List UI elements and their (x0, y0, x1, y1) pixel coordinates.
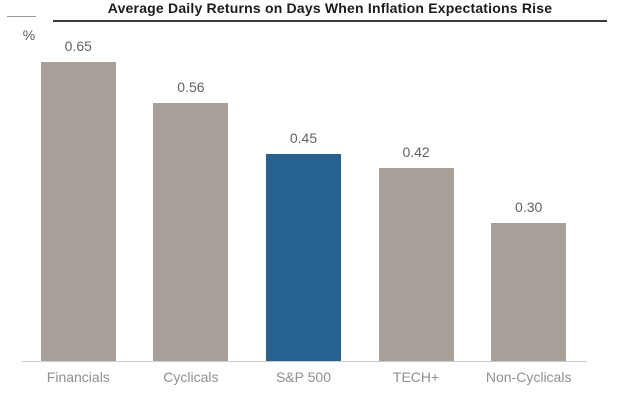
bar-value-label: 0.42 (402, 144, 430, 160)
y-axis-unit-label: % (22, 27, 36, 43)
bar-column-non-cyclicals: 0.30 (491, 199, 567, 361)
bar-column-s-p-500: 0.45 (265, 130, 341, 361)
bar-value-label: 0.65 (64, 38, 92, 54)
bar-column-financials: 0.65 (40, 38, 116, 361)
bar-value-label: 0.45 (289, 130, 318, 146)
x-axis-category-labels: Financials Cyclicals S&P 500 TECH+ Non-Cycli… (22, 369, 585, 385)
x-axis-line (22, 361, 587, 362)
category-label-financials: Financials (46, 369, 110, 385)
category-label-non-cyclicals: Non-Cyclicals (485, 369, 572, 385)
bar-tech (378, 168, 454, 361)
bar-column-tech: 0.42 (378, 144, 454, 361)
bar-value-label: 0.30 (515, 199, 543, 215)
category-label-cyclicals: Cyclicals (163, 369, 219, 385)
category-label-tech: TECH+ (392, 369, 440, 385)
bar-financials (40, 62, 116, 361)
plot-area: 0.65 0.56 0.45 0.42 0.30 (22, 30, 585, 361)
bar-column-cyclicals: 0.56 (153, 79, 229, 361)
category-label-s-p-500: S&P 500 (275, 369, 331, 385)
chart-title-block: Average Daily Returns on Days When Infla… (53, 1, 607, 22)
bar-cyclicals (153, 103, 229, 361)
top-left-tick-line (7, 16, 36, 17)
bar-non-cyclicals (491, 223, 567, 361)
bar-value-label: 0.56 (177, 79, 205, 95)
chart-title: Average Daily Returns on Days When Infla… (107, 0, 553, 16)
bar-s-p-500 (265, 154, 341, 361)
